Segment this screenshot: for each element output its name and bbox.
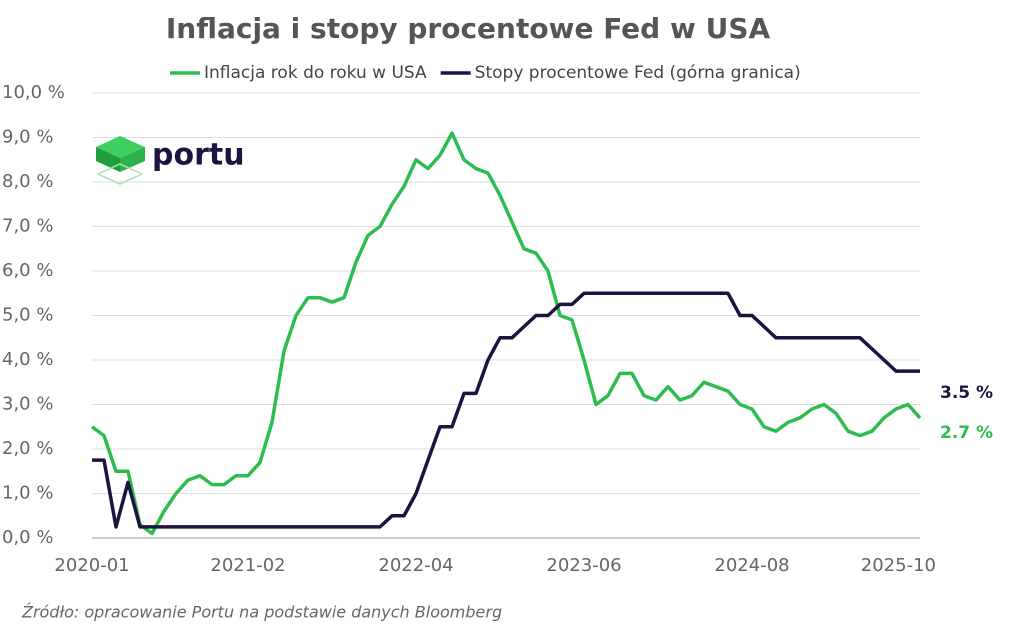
y-tick-label: 9,0 % [2,127,53,148]
y-tick-label: 5,0 % [2,305,53,326]
x-tick-label: 2025-10 [861,555,936,576]
legend: Inflacja rok do roku w USA Stopy procento… [170,63,801,83]
y-tick-label: 6,0 % [2,260,53,281]
x-tick-label: 2020-01 [54,555,129,576]
series-line [92,291,920,529]
y-tick-label: 10,0 % [2,82,65,103]
legend-label: Inflacja rok do roku w USA [204,63,427,83]
x-tick-label: 2021-02 [210,555,285,576]
logo-cube-top [96,136,145,158]
logo-text: portu [152,138,245,173]
chart-title: Inflacja i stopy procentowe Fed w USA [166,12,771,45]
y-tick-label: 1,0 % [2,483,53,504]
logo-shadow [96,163,144,185]
y-tick-label: 7,0 % [2,216,53,237]
y-tick-label: 8,0 % [2,171,53,192]
series-line [90,131,922,536]
logo-cube-left [96,147,120,172]
end-label: 2.7 % [940,423,993,443]
logo: portu [96,136,245,185]
x-tick-label: 2023-06 [546,555,621,576]
legend-label: Stopy procentowe Fed (górna granica) [475,63,801,83]
end-label: 3.5 % [940,383,993,403]
logo-cube-right [120,147,145,172]
x-tick-label: 2022-04 [378,555,453,576]
y-tick-label: 4,0 % [2,349,53,370]
x-tick-label: 2024-08 [714,555,789,576]
source-note: Źródło: opracowanie Portu na podstawie d… [21,603,502,622]
y-tick-label: 2,0 % [2,438,53,459]
y-tick-label: 3,0 % [2,394,53,415]
y-tick-label: 0,0 % [2,527,53,548]
